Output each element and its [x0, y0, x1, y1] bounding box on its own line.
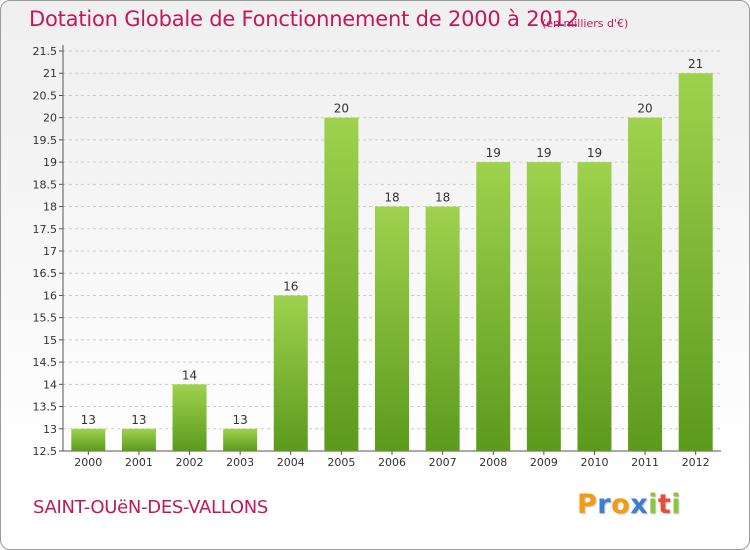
y-tick-label: 20: [43, 112, 57, 125]
logo-letter: i: [648, 489, 658, 520]
data-label: 13: [81, 413, 96, 427]
y-tick-label: 16.5: [33, 267, 58, 280]
logo-letter: P: [577, 489, 598, 520]
y-tick-label: 18: [43, 201, 57, 214]
data-label: 20: [334, 102, 349, 116]
data-label: 13: [233, 413, 248, 427]
x-tick-label: 2009: [530, 456, 558, 469]
x-tick-label: 2001: [125, 456, 153, 469]
y-tick-label: 19: [43, 156, 57, 169]
x-tick-label: 2000: [74, 456, 102, 469]
x-tick-label: 2012: [682, 456, 710, 469]
bar-2007: [425, 206, 460, 451]
y-tick-label: 20.5: [33, 89, 58, 102]
y-tick-label: 14.5: [33, 356, 58, 369]
data-label: 16: [283, 279, 298, 293]
data-label: 21: [688, 57, 703, 71]
y-tick-labels: 12.5 13 13.5 14 14.5 15 15.5 16 16.5 17 17.5 18 18.5…: [33, 45, 58, 458]
bar-2008: [476, 162, 511, 451]
y-tick-label: 15: [43, 334, 57, 347]
data-label: 19: [587, 146, 602, 160]
logo-letter: o: [611, 489, 631, 520]
x-tick-label: 2010: [580, 456, 608, 469]
y-tick-label: 18.5: [33, 178, 58, 191]
data-label: 20: [637, 102, 652, 116]
y-tick-label: 17.5: [33, 223, 58, 236]
data-label: 14: [182, 368, 197, 382]
y-tick-label: 12.5: [33, 445, 58, 458]
bar-2003: [223, 428, 258, 451]
bar-2002: [172, 384, 207, 451]
x-tick-label: 2006: [378, 456, 406, 469]
data-label: 19: [486, 146, 501, 160]
x-tick-label: 2011: [631, 456, 659, 469]
data-label: 18: [384, 191, 399, 205]
bar-2010: [577, 162, 612, 451]
logo-letter: t: [657, 489, 672, 520]
chart-title: Dotation Globale de Fonctionnement de 20…: [29, 7, 579, 31]
y-tick-label: 13: [43, 423, 57, 436]
logo-letter: r: [597, 489, 612, 520]
logo-letter: x: [630, 489, 649, 520]
x-tick-label: 2004: [277, 456, 305, 469]
bar-2004: [273, 295, 308, 451]
x-tick-labels: 2000 2001 2002 2003 2004 2005 2006 2007 2008 2009…: [74, 451, 710, 469]
y-tick-label: 19.5: [33, 134, 58, 147]
y-tick-label: 15.5: [33, 312, 58, 325]
data-labels: 13 13 14 13 16 20 18 18 19 19 19 20 21: [81, 57, 704, 427]
y-tick-label: 21.5: [33, 45, 58, 58]
x-tick-label: 2005: [327, 456, 355, 469]
logo-letter: i: [671, 489, 682, 520]
bar-2005: [324, 117, 359, 452]
bar-2001: [121, 428, 156, 451]
y-tick-label: 13.5: [33, 401, 58, 414]
x-tick-label: 2002: [176, 456, 204, 469]
bar-2000: [71, 428, 106, 451]
bar-2009: [526, 162, 561, 451]
data-label: 18: [435, 191, 450, 205]
bars: [71, 73, 713, 452]
bar-2011: [628, 117, 663, 452]
y-tick-label: 16: [43, 289, 57, 302]
proxiti-logo: Proxiti: [577, 489, 681, 520]
bar-2012: [678, 73, 713, 451]
y-tick-label: 14: [43, 378, 57, 391]
data-label: 19: [536, 146, 551, 160]
commune-name: SAINT-OUëN-DES-VALLONS: [33, 497, 269, 518]
data-label: 13: [131, 413, 146, 427]
y-tick-label: 21: [43, 67, 57, 80]
x-tick-label: 2007: [429, 456, 457, 469]
y-tick-label: 17: [43, 245, 57, 258]
chart-subtitle: (en milliers d'€): [542, 17, 629, 30]
bar-2006: [375, 206, 409, 451]
x-tick-label: 2008: [479, 456, 507, 469]
x-tick-label: 2003: [226, 456, 254, 469]
